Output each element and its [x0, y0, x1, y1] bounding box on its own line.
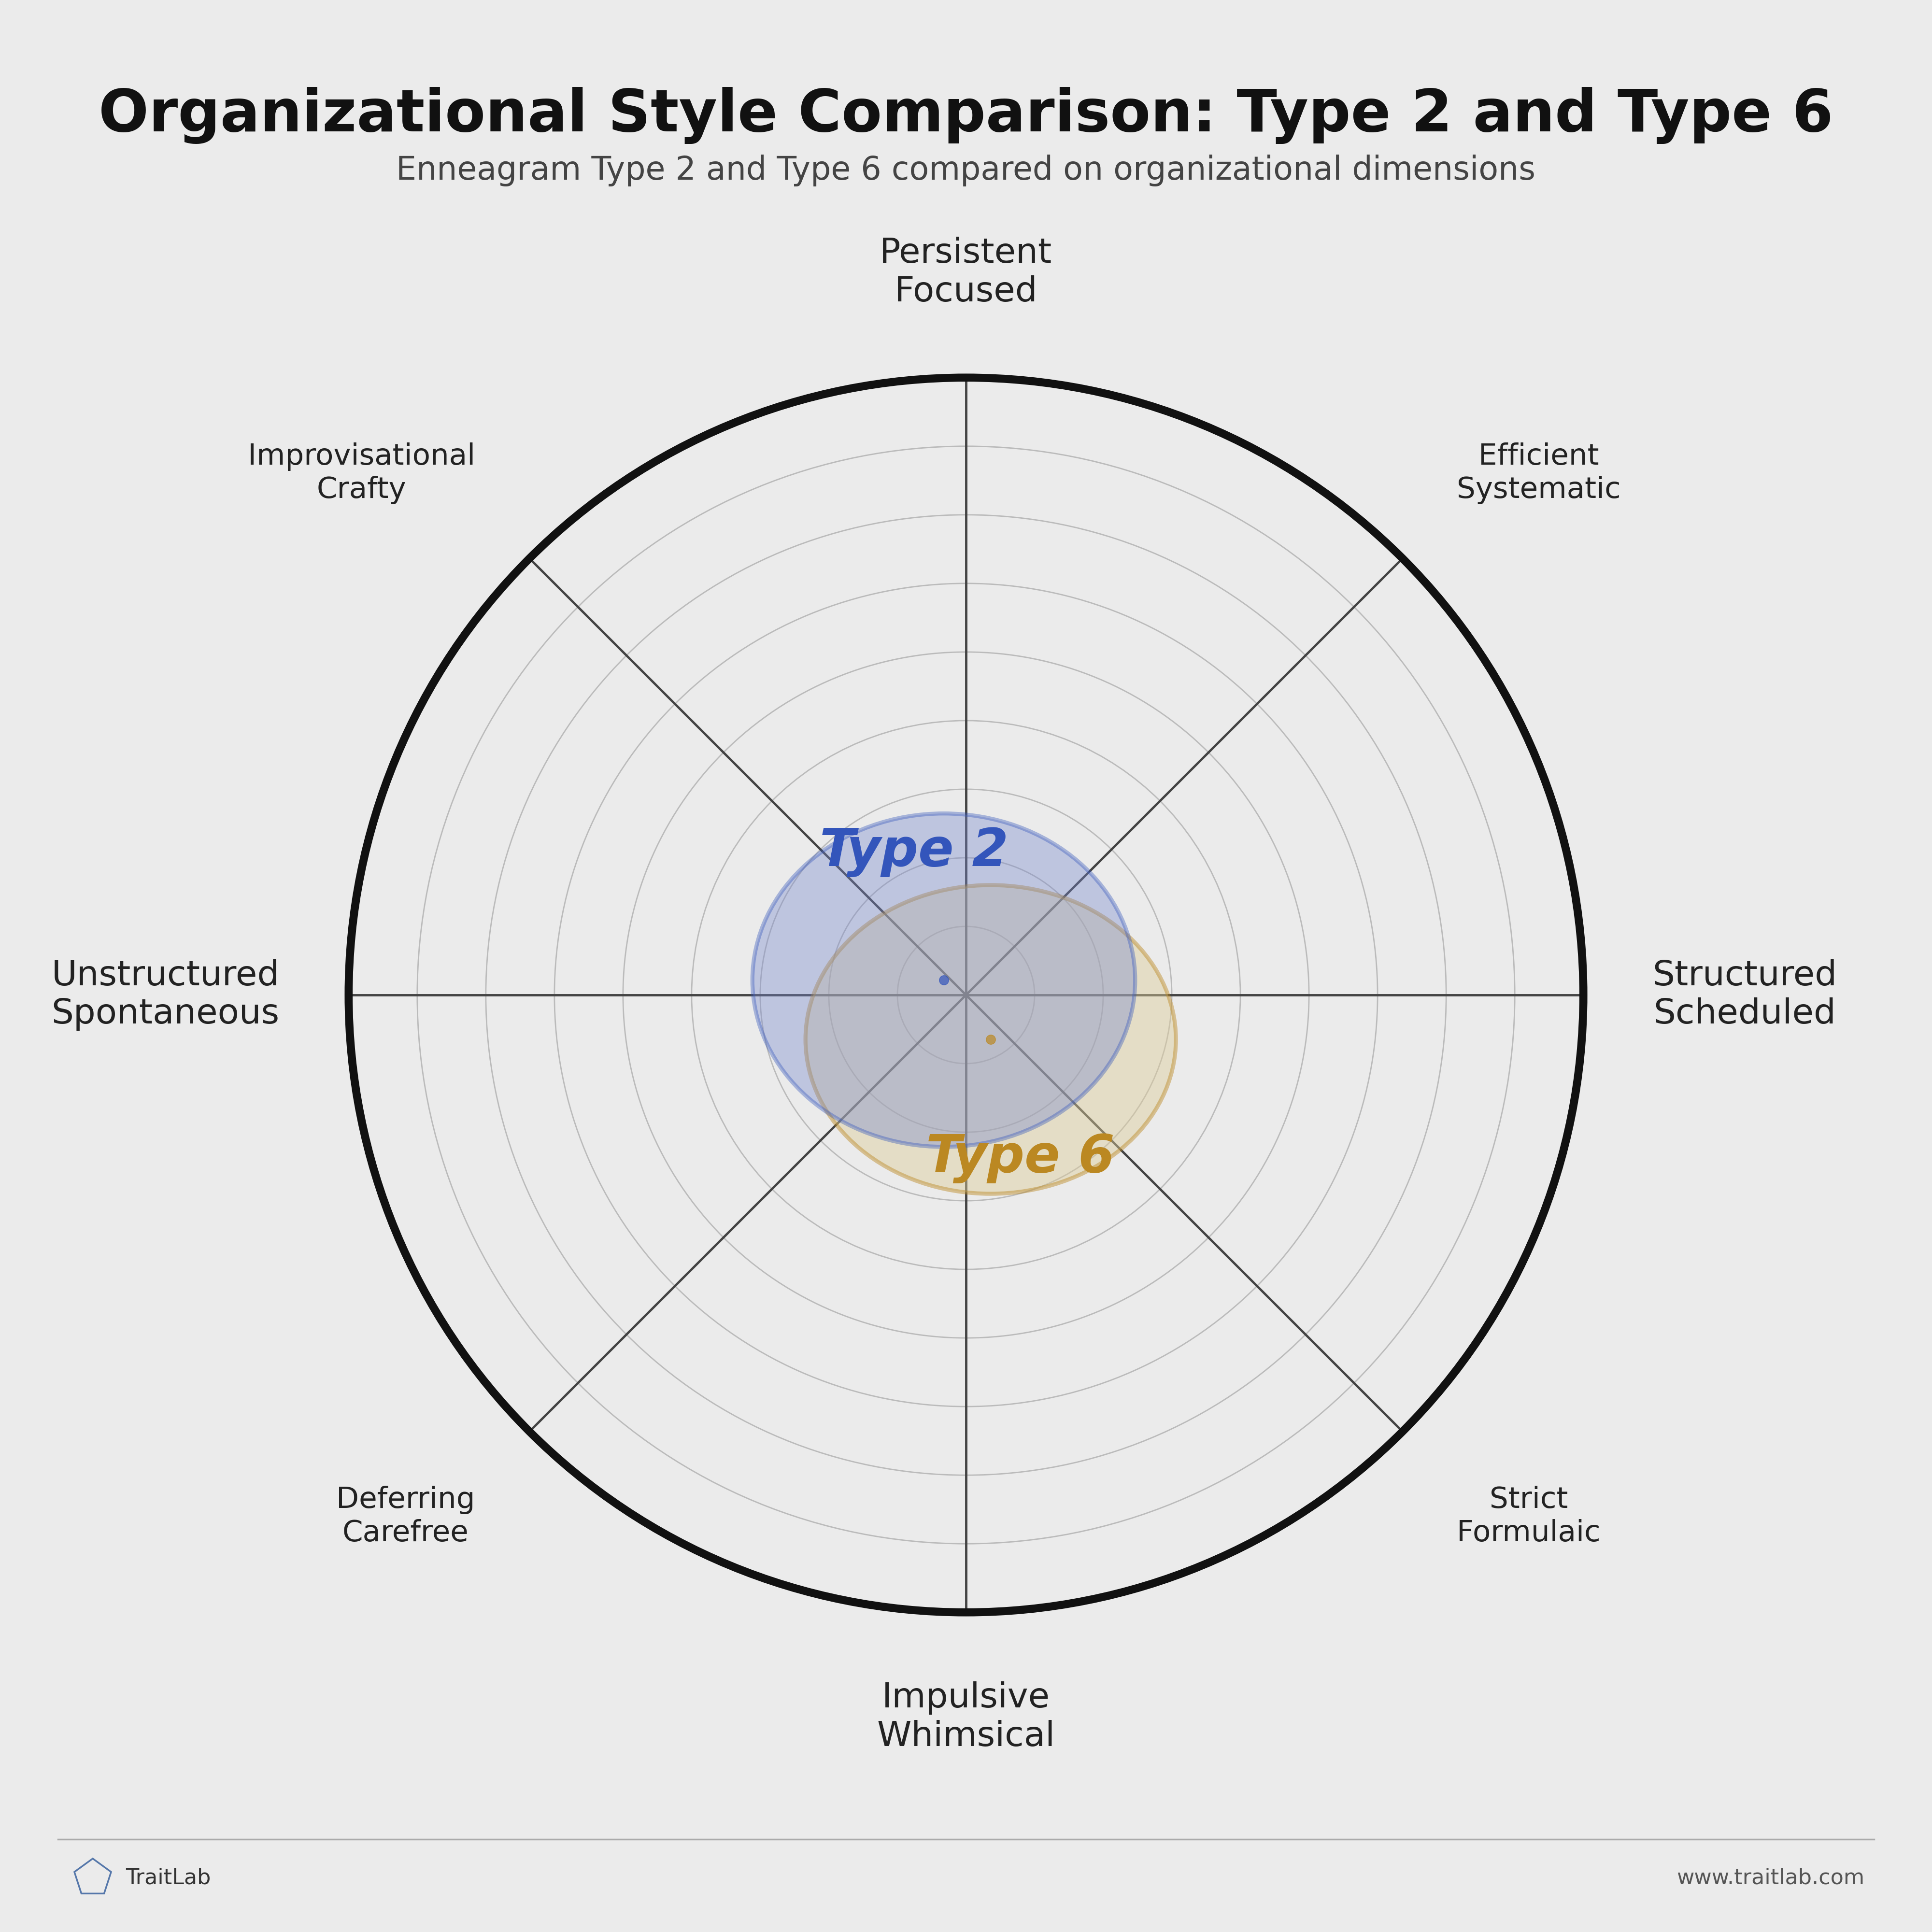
Ellipse shape [752, 813, 1136, 1148]
Text: Type 6: Type 6 [925, 1132, 1115, 1184]
Text: www.traitlab.com: www.traitlab.com [1677, 1868, 1864, 1888]
Text: Efficient
Systematic: Efficient Systematic [1457, 442, 1621, 504]
Text: Deferring
Carefree: Deferring Carefree [336, 1486, 475, 1548]
Text: Strict
Formulaic: Strict Formulaic [1457, 1486, 1600, 1548]
Text: Structured
Scheduled: Structured Scheduled [1652, 958, 1837, 1032]
Text: Persistent
Focused: Persistent Focused [879, 236, 1053, 309]
Ellipse shape [806, 885, 1177, 1194]
Text: Unstructured
Spontaneous: Unstructured Spontaneous [52, 958, 280, 1032]
Text: Enneagram Type 2 and Type 6 compared on organizational dimensions: Enneagram Type 2 and Type 6 compared on … [396, 155, 1536, 187]
Text: TraitLab: TraitLab [126, 1868, 211, 1888]
Text: Type 2: Type 2 [819, 827, 1009, 877]
Text: Impulsive
Whimsical: Impulsive Whimsical [877, 1681, 1055, 1754]
Text: Organizational Style Comparison: Type 2 and Type 6: Organizational Style Comparison: Type 2 … [99, 87, 1833, 145]
Text: Improvisational
Crafty: Improvisational Crafty [247, 442, 475, 504]
